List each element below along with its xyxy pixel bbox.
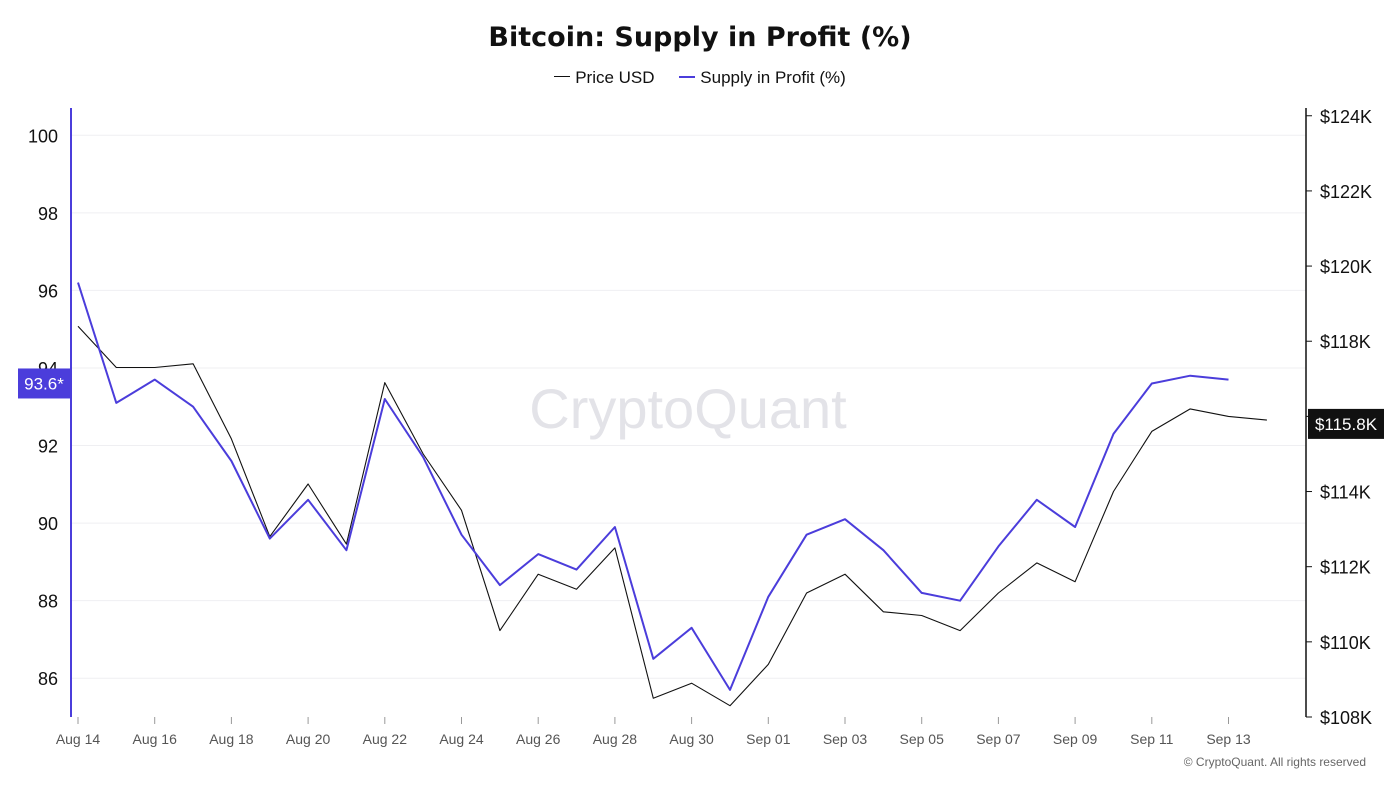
x-tick-label: Aug 28: [593, 731, 638, 747]
chart-title: Bitcoin: Supply in Profit (%): [488, 22, 912, 53]
x-tick-label: Sep 03: [823, 731, 868, 747]
y-left-tick-label: 86: [38, 669, 58, 689]
x-tick-label: Aug 20: [286, 731, 331, 747]
y-right-tick-label: $112K: [1320, 558, 1371, 578]
series-line-supply-in-profit: [77, 282, 1229, 691]
y-left-tick-label: 92: [38, 437, 58, 457]
x-tick-label: Aug 18: [209, 731, 254, 747]
legend-swatch-price: [554, 76, 571, 78]
x-tick-label: Sep 05: [900, 731, 945, 747]
y-right-tick-label: $122K: [1320, 182, 1372, 202]
watermark: CryptoQuant: [529, 377, 847, 440]
x-tick-label: Aug 16: [133, 731, 178, 747]
axis-labels: 86889092949698100$108K$110K$112K$114K$11…: [18, 107, 1384, 747]
x-tick-label: Aug 24: [439, 731, 484, 747]
current-value-badge-right: [1308, 408, 1384, 439]
y-left-tick-label: 88: [38, 592, 58, 612]
current-value-label-left: 93.6*: [24, 374, 64, 393]
y-right-tick-label: $110K: [1320, 633, 1371, 653]
y-right-tick-label: $118K: [1320, 332, 1371, 352]
copyright-notice: © CryptoQuant. All rights reserved: [1183, 755, 1366, 769]
x-tick-label: Aug 14: [56, 731, 101, 747]
x-tick-label: Aug 26: [516, 731, 561, 747]
y-right-tick-label: $108K: [1320, 708, 1372, 728]
x-tick-label: Aug 22: [363, 731, 408, 747]
legend: Price USD Supply in Profit (%): [0, 68, 1400, 88]
y-right-tick-label: $124K: [1320, 107, 1372, 127]
legend-item-price[interactable]: Price USD: [554, 68, 655, 88]
legend-item-supply-in-profit[interactable]: Supply in Profit (%): [679, 68, 846, 88]
y-right-tick-label: $114K: [1320, 483, 1371, 503]
x-tick-label: Aug 30: [669, 731, 714, 747]
x-tick-label: Sep 01: [746, 731, 791, 747]
y-right-tick-label: $120K: [1320, 257, 1372, 277]
current-value-badge-left: [18, 368, 71, 399]
y-left-tick-label: 98: [38, 204, 58, 224]
legend-swatch-supply-in-profit: [679, 75, 696, 78]
x-tick-label: Sep 11: [1130, 731, 1174, 747]
y-left-tick-label: 96: [38, 281, 58, 301]
y-left-tick-label: 90: [38, 514, 58, 534]
legend-label-supply-in-profit: Supply in Profit (%): [700, 68, 846, 87]
legend-label-price: Price USD: [575, 68, 655, 87]
y-left-tick-label: 100: [28, 126, 58, 146]
x-tick-label: Sep 09: [1053, 731, 1098, 747]
series-line-price-usd: [77, 325, 1267, 707]
x-tick-label: Sep 07: [976, 731, 1021, 747]
series-lines: [77, 282, 1267, 707]
current-value-label-right: $115.8K: [1315, 415, 1378, 434]
x-tick-label: Sep 13: [1206, 731, 1251, 747]
axes: [70, 108, 1312, 724]
